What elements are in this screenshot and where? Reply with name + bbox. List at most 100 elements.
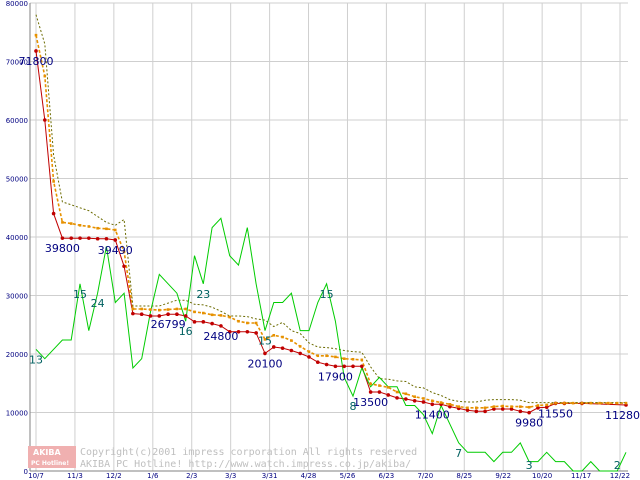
point-average <box>228 315 232 319</box>
x-tick-label: 11/17 <box>571 472 591 480</box>
point-average <box>140 307 143 311</box>
point-price <box>448 404 452 409</box>
shop-count-label: 16 <box>179 325 193 338</box>
point-average <box>105 227 108 231</box>
point-average <box>492 405 496 408</box>
point-average <box>413 395 416 399</box>
point-price <box>518 409 523 414</box>
point-average <box>474 406 478 410</box>
x-tick-label: 1/6 <box>147 472 159 480</box>
point-price <box>271 345 276 349</box>
point-average <box>351 357 355 361</box>
shop-count-label: 13 <box>29 353 43 366</box>
point-average <box>554 401 557 405</box>
point-average <box>52 180 55 183</box>
watermark-url: AKIBA PC Hotline! http://www.watch.impre… <box>80 459 411 470</box>
x-tick-label: 7/20 <box>417 472 433 480</box>
point-price <box>368 390 373 394</box>
point-average <box>281 335 284 339</box>
watermark-copyright: Copyright(c)2001 impress corporation All… <box>80 447 417 458</box>
point-price <box>509 407 514 411</box>
grid <box>30 2 628 471</box>
price-data-label: 20100 <box>247 357 282 370</box>
point-average <box>166 308 170 311</box>
point-price <box>351 364 355 369</box>
point-price <box>210 321 214 326</box>
point-price <box>360 364 364 369</box>
point-average <box>422 397 425 400</box>
x-tick-label: 4/28 <box>301 472 317 480</box>
x-tick-label: 10/7 <box>28 472 44 480</box>
point-average <box>536 404 540 407</box>
point-price <box>227 329 232 334</box>
shop-count-label: 23 <box>196 288 210 301</box>
point-average <box>237 319 240 323</box>
point-price <box>500 407 505 411</box>
point-average <box>298 345 302 348</box>
point-average <box>624 401 628 405</box>
point-price <box>175 312 179 317</box>
point-price <box>465 408 470 412</box>
point-average <box>113 228 117 232</box>
shop-count-label: 7 <box>455 447 462 460</box>
point-average <box>87 225 91 228</box>
point-average <box>527 405 531 409</box>
y-tick-label: 0 <box>24 468 28 476</box>
series-line-high <box>35 14 626 404</box>
point-price <box>395 396 399 400</box>
price-data-label: 11280 <box>605 409 640 422</box>
point-average <box>263 338 267 341</box>
point-average <box>580 401 584 405</box>
data-labels: 71800 39800 39490 26799 24800 20100 1790013500… <box>19 55 640 472</box>
point-average <box>607 401 610 405</box>
point-price <box>236 329 241 334</box>
x-tick-label: 3/31 <box>262 472 278 480</box>
shop-count-label: 8 <box>350 400 357 413</box>
point-price <box>69 236 74 240</box>
point-average <box>510 405 513 408</box>
point-price <box>298 351 302 356</box>
point-average <box>378 384 381 387</box>
point-price <box>280 346 285 350</box>
point-price <box>404 397 408 401</box>
point-average <box>448 403 452 406</box>
price-data-label: 17900 <box>318 370 353 383</box>
y-tick-label: 30000 <box>6 293 28 301</box>
x-tick-label: 10/20 <box>532 472 552 480</box>
point-average <box>430 399 434 403</box>
x-tick-label: 3/3 <box>225 472 236 480</box>
point-average <box>501 404 505 408</box>
point-average <box>184 307 188 311</box>
point-average <box>307 350 311 353</box>
point-average <box>439 401 443 404</box>
point-average <box>386 386 390 389</box>
point-price <box>183 314 188 318</box>
price-data-label: 9980 <box>515 417 543 430</box>
y-tick-label: 20000 <box>6 351 28 359</box>
x-tick-label: 11/3 <box>67 472 83 480</box>
point-price <box>386 393 391 397</box>
point-price <box>245 329 250 334</box>
point-price <box>254 331 258 335</box>
point-price <box>122 264 126 269</box>
point-average <box>615 401 619 405</box>
point-price <box>131 311 135 316</box>
point-average <box>483 406 487 410</box>
series-line-shops <box>35 217 627 472</box>
point-average <box>519 405 522 408</box>
price-data-label: 71800 <box>19 55 54 68</box>
point-price <box>51 211 56 216</box>
y-tick-label: 50000 <box>6 176 28 184</box>
point-average <box>149 308 152 311</box>
y-tick-label: 60000 <box>6 117 28 125</box>
point-average <box>157 308 161 312</box>
point-price <box>148 314 153 318</box>
point-average <box>342 357 346 360</box>
point-price <box>201 320 206 324</box>
point-average <box>571 401 575 405</box>
x-tick-label: 8/25 <box>456 472 472 480</box>
point-average <box>316 354 320 358</box>
point-price <box>139 312 144 317</box>
point-average <box>219 314 223 317</box>
